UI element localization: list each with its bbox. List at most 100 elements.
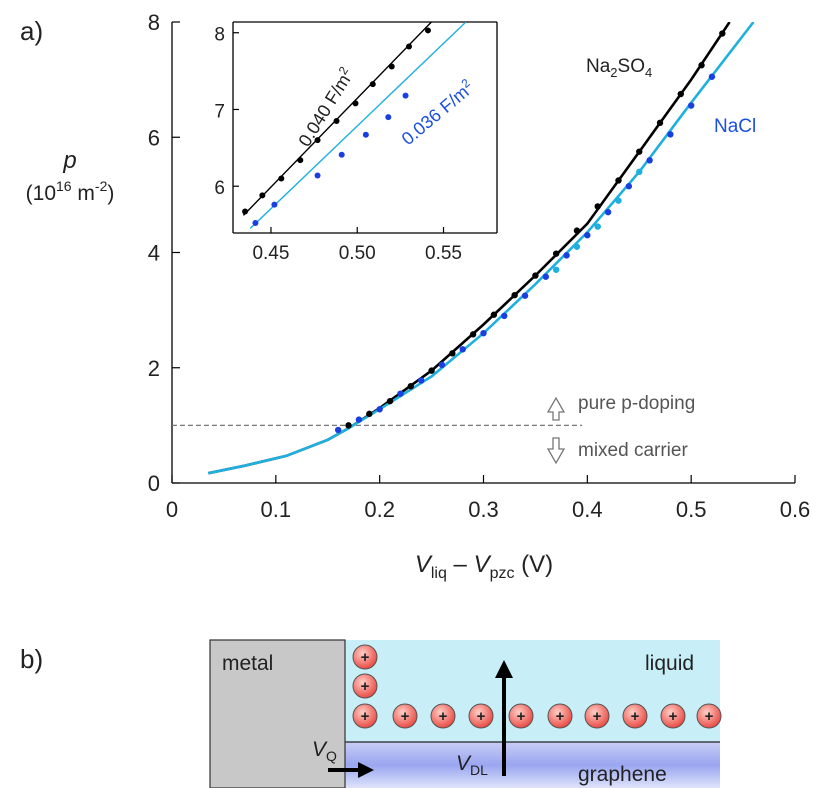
data-point <box>334 426 342 434</box>
data-point <box>406 43 412 50</box>
data-point <box>352 100 359 107</box>
ion-sign: + <box>439 708 448 725</box>
vq-label: VQ <box>312 738 337 764</box>
ion-sign: + <box>556 708 565 725</box>
main-chart: 0 0.1 0.2 0.3 0.4 0.5 0.6 0 2 4 6 8 <box>148 10 811 522</box>
data-point <box>615 177 622 184</box>
ion-sign: + <box>669 708 678 725</box>
ion <box>468 703 494 729</box>
ion-sign: + <box>477 708 486 725</box>
data-point <box>386 397 394 405</box>
y-tick-label: 8 <box>214 25 225 46</box>
data-point <box>469 331 477 338</box>
x-tick-label: 0.2 <box>364 497 395 522</box>
data-point <box>355 416 363 423</box>
data-point <box>438 361 446 369</box>
ion <box>660 703 686 729</box>
y-tick-label: 6 <box>214 178 225 199</box>
data-point <box>719 30 726 37</box>
data-point <box>687 102 695 109</box>
ion <box>352 673 378 699</box>
ion <box>696 703 722 729</box>
x-tick-label: 0.1 <box>261 497 292 522</box>
data-point <box>625 183 633 190</box>
ion-sign: + <box>361 678 370 695</box>
ion-sign: + <box>361 708 370 725</box>
data-point <box>369 81 376 88</box>
y-axis-label: p <box>62 147 76 174</box>
data-point <box>402 92 409 99</box>
annotation: Na2SO4 <box>586 56 652 80</box>
data-point <box>338 151 345 158</box>
graphene-region <box>345 742 720 788</box>
ion <box>622 703 648 729</box>
inset-chart: 0.45 0.50 0.55 6 7 8 <box>214 21 498 264</box>
ion <box>547 703 573 729</box>
y-axis-unit: (1016 m-2) <box>26 178 115 205</box>
y-tick-label: 0 <box>148 471 160 496</box>
data-point <box>366 410 373 418</box>
ion <box>584 703 610 729</box>
data-point <box>698 62 705 69</box>
data-point <box>656 119 664 127</box>
data-point <box>407 382 415 390</box>
plot-area <box>208 22 755 475</box>
data-point <box>418 377 425 384</box>
data-point <box>385 114 392 121</box>
data-point <box>376 406 383 413</box>
ion <box>352 703 378 729</box>
data-point <box>459 346 466 353</box>
ions: + + + + + + + + + + + + <box>352 644 722 729</box>
data-point <box>490 311 498 318</box>
data-point <box>314 172 321 179</box>
data-point <box>708 73 716 80</box>
data-point <box>532 272 539 279</box>
data-point <box>573 243 581 250</box>
ion-sign: + <box>361 649 370 666</box>
y-tick-label: 6 <box>148 125 160 150</box>
up-arrow <box>546 396 566 421</box>
x-tick-label: 0.45 <box>252 243 289 264</box>
ion-sign: + <box>593 708 602 725</box>
x-tick-label: 0.5 <box>676 497 707 522</box>
data-point <box>636 148 643 155</box>
data-point <box>271 201 278 208</box>
x-tick-label: 0 <box>166 497 178 522</box>
fit-line <box>249 22 467 229</box>
x-tick-label: 0.3 <box>468 497 499 522</box>
ion-sign: + <box>705 708 714 725</box>
data-point <box>667 131 674 138</box>
data-point <box>521 292 529 299</box>
ion <box>508 703 534 729</box>
y-tick-label: 4 <box>148 241 160 266</box>
data-point <box>501 312 508 320</box>
y-tick-label: 8 <box>148 10 160 35</box>
x-tick-label: 0.55 <box>425 243 462 264</box>
metal-region <box>209 639 346 788</box>
liquid-label: liquid <box>645 652 694 675</box>
data-point <box>345 422 352 429</box>
data-point <box>424 27 431 34</box>
x-tick-label: 0.6 <box>780 497 811 522</box>
data-point <box>428 367 435 374</box>
data-point <box>563 252 570 259</box>
ion-sign: + <box>631 708 640 725</box>
ion <box>352 644 378 670</box>
data-point <box>646 157 653 164</box>
data-point <box>259 192 266 199</box>
plot-area <box>242 22 467 229</box>
data-point <box>314 137 321 144</box>
data-point <box>252 220 259 227</box>
y-tick-label: 2 <box>148 356 160 381</box>
data-point <box>397 390 404 397</box>
vdl-arrowhead <box>495 660 513 678</box>
ion-sign: + <box>517 708 526 725</box>
annotation: NaCl <box>714 116 756 137</box>
data-point <box>677 90 684 98</box>
diagram: metal liquid graphene + + + + + + + + + + + + VDL V… <box>209 639 722 788</box>
x-tick-label: 0.4 <box>572 497 603 522</box>
data-point <box>604 208 612 216</box>
data-point <box>573 227 581 234</box>
panel-label: b) <box>20 644 43 674</box>
